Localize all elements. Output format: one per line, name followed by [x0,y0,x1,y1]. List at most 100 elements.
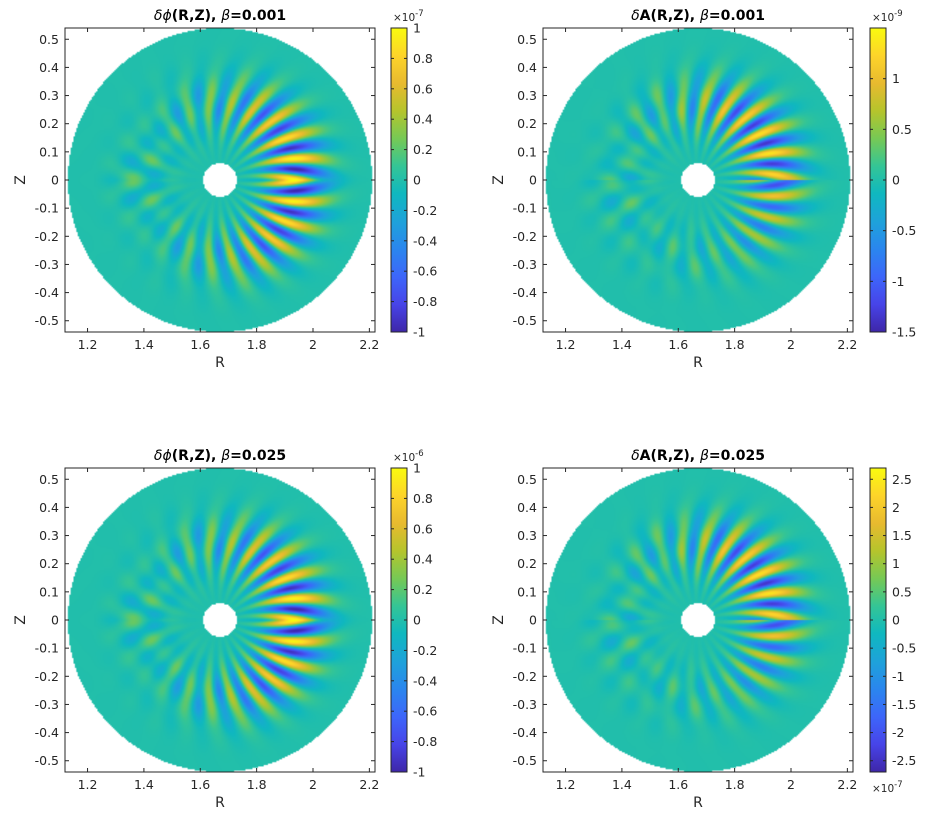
colorbar-exponent: ×10-7 [872,780,903,795]
y-tick-label: 0.1 [39,144,59,159]
y-tick-label: 0 [529,173,537,188]
colorbar-tick-label: -1 [413,325,425,340]
y-tick-label: 0.2 [39,116,59,131]
y-tick-label: -0.4 [513,285,537,300]
y-tick-label: 0.2 [517,116,537,131]
y-tick-label: 0.5 [517,472,537,487]
colorbar-tick-label: -1 [892,274,904,289]
colorbar-tick-label: -1 [413,765,425,780]
colorbar-tick-label: 2 [892,500,900,515]
colorbar-tick-label: 0 [413,613,421,628]
colorbar-tick-label: 1 [892,71,900,86]
colorbar-tick-label: -1.5 [892,697,916,712]
colorbar-tick-label: 0.6 [413,521,433,536]
y-tick-label: 0.3 [517,528,537,543]
colorbar-tick-label: -2 [892,725,904,740]
colorbar-exponent: ×10-6 [393,449,424,464]
y-axis-label: Z [13,175,29,185]
colorbar-tick-label: 1 [892,556,900,571]
field-heatmap [543,468,853,772]
colorbar-tick-label: -0.2 [413,203,437,218]
y-tick-label: -0.4 [35,725,59,740]
y-axis-label: Z [13,615,29,625]
y-tick-label: -0.2 [513,669,537,684]
colorbar-tick-label: -1 [892,669,904,684]
field-heatmap [543,28,853,332]
y-tick-label: 0 [51,613,59,628]
y-tick-label: -0.5 [35,313,59,328]
colorbar [391,28,407,332]
x-tick-label: 1.6 [190,777,210,792]
colorbar-tick-label: 0.6 [413,81,433,96]
x-tick-label: 1.2 [556,777,576,792]
colorbar-tick-label: 0.5 [892,122,912,137]
colorbar-tick-label: 0.5 [892,584,912,599]
colorbar-tick-label: 0.2 [413,142,433,157]
panel-title: δϕ(R,Z), β=0.001 [154,8,286,24]
y-tick-label: -0.1 [35,641,59,656]
x-axis-label: R [215,795,225,811]
x-tick-label: 2 [309,777,317,792]
colorbar-tick-label: -0.8 [413,734,437,749]
colorbar-tick-label: -0.5 [892,641,916,656]
y-tick-label: -0.5 [35,753,59,768]
y-tick-label: 0.5 [517,32,537,47]
x-tick-label: 2 [309,337,317,352]
colorbar-tick-label: -0.4 [413,673,437,688]
colorbar-tick-label: 1 [413,21,421,36]
y-tick-label: -0.3 [35,257,59,272]
x-tick-label: 1.4 [612,337,632,352]
y-tick-label: 0.4 [517,60,537,75]
panel-1: 1.2 1.4 1.6 1.8 2 2.2 0.5 0.4 0.3 0.2 0.1 0 -0.1 -0.2… [13,8,437,371]
x-tick-label: 1.8 [725,777,745,792]
y-tick-label: 0.2 [39,556,59,571]
x-tick-label: 1.2 [556,337,576,352]
panel-4: 1.2 1.4 1.6 1.8 2 2.2 0.5 0.4 0.3 0.2 0.1 0 -0.1 -0.2… [491,448,916,811]
x-axis-label: R [693,355,703,371]
y-tick-label: -0.5 [513,313,537,328]
x-tick-label: 1.4 [134,337,154,352]
colorbar [870,468,886,772]
y-tick-label: 0.2 [517,556,537,571]
colorbar-tick-label: 0 [892,173,900,188]
panel-title: δA(R,Z), β=0.025 [631,448,765,464]
y-tick-label: 0.3 [39,88,59,103]
colorbar-tick-label: -0.2 [413,643,437,658]
y-tick-label: 0.1 [517,584,537,599]
x-tick-label: 2 [787,777,795,792]
y-tick-label: 0.4 [39,500,59,515]
x-tick-label: 1.2 [78,777,98,792]
x-tick-label: 1.8 [725,337,745,352]
x-tick-label: 1.4 [134,777,154,792]
y-tick-label: 0.4 [517,500,537,515]
y-axis-label: Z [491,175,507,185]
x-tick-label: 1.6 [668,777,688,792]
y-tick-label: -0.3 [513,697,537,712]
panel-title: δϕ(R,Z), β=0.025 [154,448,286,464]
y-tick-label: -0.4 [513,725,537,740]
colorbar-tick-label: -0.5 [892,223,916,238]
y-tick-label: 0 [529,613,537,628]
y-tick-label: 0.5 [39,32,59,47]
x-tick-label: 2 [787,337,795,352]
y-tick-label: 0.1 [39,584,59,599]
y-tick-label: 0.1 [517,144,537,159]
y-tick-label: -0.2 [35,669,59,684]
colorbar-tick-label: -0.4 [413,233,437,248]
y-tick-label: -0.1 [513,641,537,656]
colorbar-tick-label: 1.5 [892,528,912,543]
x-tick-label: 1.6 [190,337,210,352]
x-axis-label: R [693,795,703,811]
colorbar-tick-label: -0.6 [413,704,437,719]
colorbar-tick-label: 0.8 [413,491,433,506]
x-tick-label: 2.2 [837,337,857,352]
colorbar [870,28,886,332]
y-tick-label: 0.3 [517,88,537,103]
x-tick-label: 1.4 [612,777,632,792]
colorbar-tick-label: 2.5 [892,472,912,487]
y-tick-label: 0 [51,173,59,188]
colorbar-tick-label: -0.8 [413,294,437,309]
x-tick-label: 1.6 [668,337,688,352]
y-tick-label: -0.1 [513,201,537,216]
panel-3: 1.2 1.4 1.6 1.8 2 2.2 0.5 0.4 0.3 0.2 0.1 0 -0.1 -0.2… [13,448,437,811]
